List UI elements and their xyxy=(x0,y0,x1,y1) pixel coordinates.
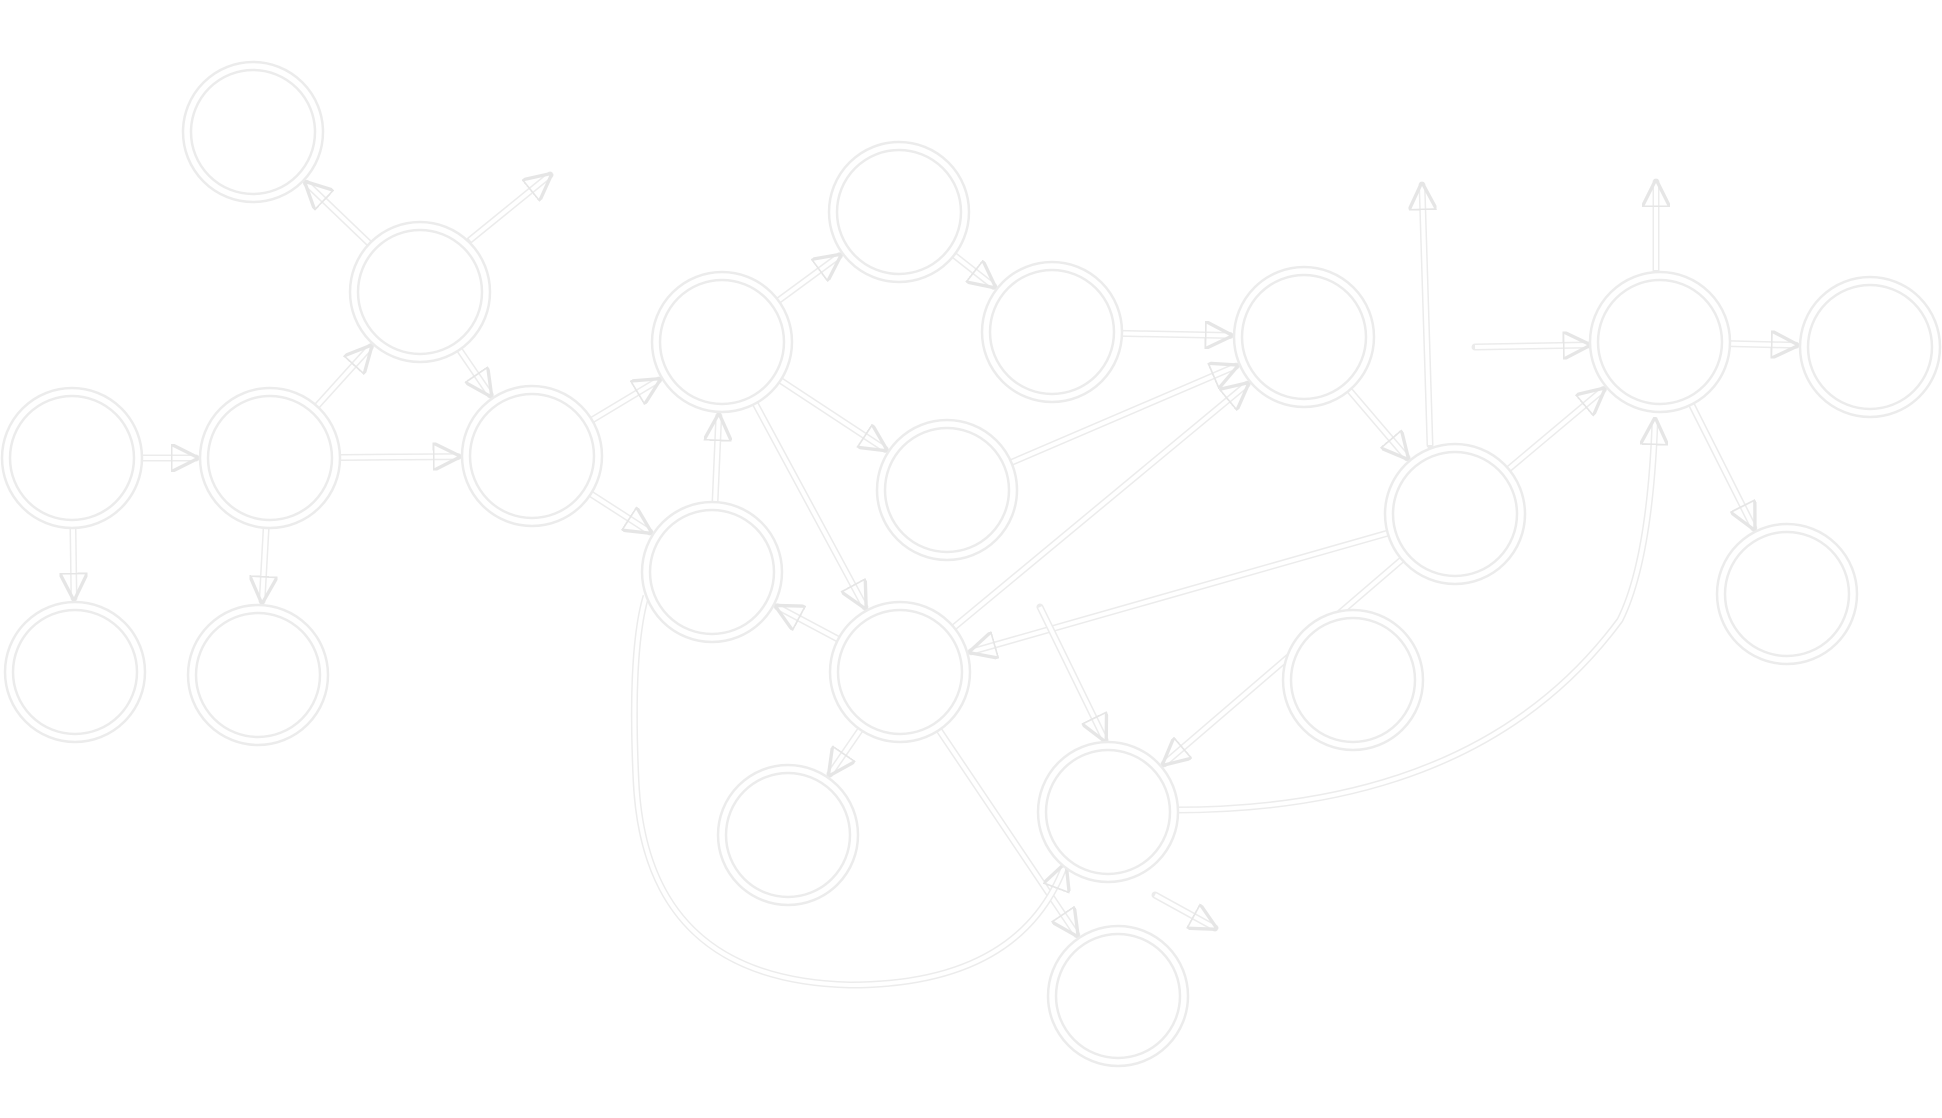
node-h-inner-ring xyxy=(658,278,786,406)
edge-8-arrow xyxy=(589,492,650,532)
edge-17-arrow xyxy=(777,607,840,641)
edge-22-arrow xyxy=(1164,558,1404,764)
edge-21-arrow xyxy=(1507,390,1604,471)
node-p-inner-ring xyxy=(1289,616,1417,744)
edge-19-arrow xyxy=(937,728,1077,935)
dangling-edge-0-arrow xyxy=(468,175,550,242)
edge-3-arrow xyxy=(315,347,370,408)
edge-14-arrow xyxy=(952,253,994,286)
edge-9-arrow xyxy=(715,416,719,503)
edge-4-arrow xyxy=(339,457,458,458)
node-m-inner-ring xyxy=(648,508,776,636)
edge-10-arrow xyxy=(777,256,839,303)
edge-18-arrow xyxy=(830,728,863,774)
node-o-inner-ring xyxy=(1391,450,1519,578)
node-e-inner-ring xyxy=(468,392,596,520)
edge-0-arrow xyxy=(306,183,371,246)
node-f-inner-ring xyxy=(11,608,139,736)
node-n-inner-ring xyxy=(836,608,964,736)
nodes-layer xyxy=(0,60,1942,1068)
node-l-inner-ring xyxy=(1240,273,1368,401)
curved-edge-0-arrow xyxy=(632,595,1065,988)
node-j-inner-ring xyxy=(988,268,1116,396)
dangling-edge-5-arrow xyxy=(1474,345,1588,347)
edges-layer xyxy=(73,175,1800,989)
edge-11-arrow xyxy=(779,378,885,449)
node-r-inner-ring xyxy=(1044,748,1172,876)
node-t-inner-ring xyxy=(1596,278,1724,406)
node-d-inner-ring xyxy=(206,394,334,522)
edge-20-arrow xyxy=(952,384,1247,629)
edge-24-arrow xyxy=(1729,344,1796,346)
edge-23-arrow xyxy=(971,531,1389,652)
node-s-inner-ring xyxy=(1054,932,1182,1060)
node-k-inner-ring xyxy=(883,426,1011,554)
dangling-edge-1-arrow xyxy=(1422,185,1430,446)
edge-25-arrow xyxy=(1689,403,1754,528)
edge-2-arrow xyxy=(73,527,74,598)
dangling-edge-3-arrow xyxy=(1154,893,1215,928)
node-a-inner-ring xyxy=(189,68,317,196)
node-c-inner-ring xyxy=(8,394,136,522)
node-u-inner-ring xyxy=(1806,283,1934,411)
edge-12-arrow xyxy=(753,402,865,607)
edge-6-arrow xyxy=(457,348,490,395)
edge-13-arrow xyxy=(1010,366,1236,465)
node-q-inner-ring xyxy=(724,771,852,899)
node-b-inner-ring xyxy=(356,228,484,356)
edge-16-arrow xyxy=(1347,388,1407,457)
edge-5-arrow xyxy=(262,527,266,601)
node-g-inner-ring xyxy=(194,611,322,739)
curved-edge-1-arrow xyxy=(1174,420,1655,812)
edge-15-arrow xyxy=(1121,333,1230,335)
node-i-inner-ring xyxy=(835,148,963,276)
node-v-inner-ring xyxy=(1723,530,1851,658)
edge-7-arrow xyxy=(590,380,659,422)
dangling-edge-4-arrow xyxy=(1038,606,1105,740)
